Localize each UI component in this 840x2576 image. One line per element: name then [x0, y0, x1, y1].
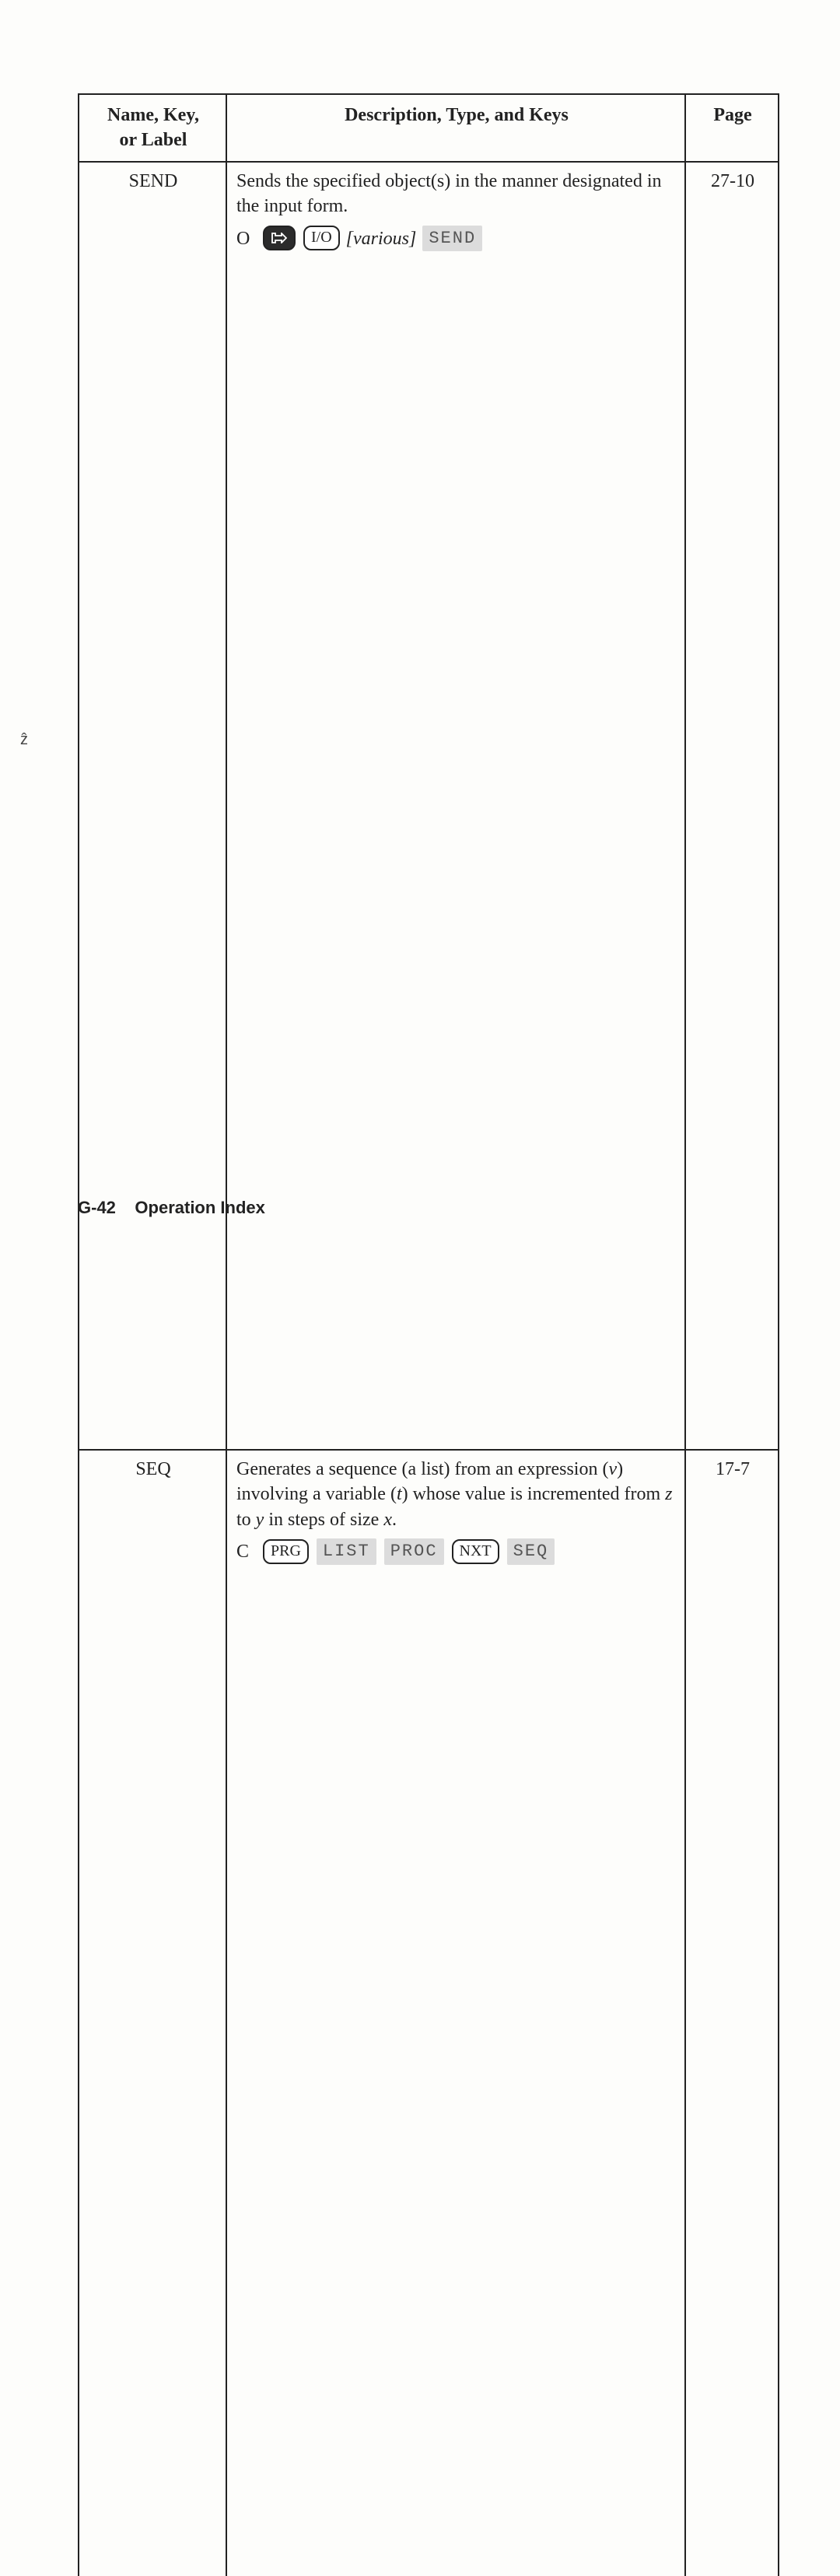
page-reference: 17-7 [685, 1450, 779, 2576]
operation-description: Generates a sequence (a list) from an ex… [226, 1450, 685, 2576]
key-variant: [various] [346, 229, 417, 249]
table-header-row: Name, Key, or Label Description, Type, a… [79, 94, 779, 162]
menu-label: SEND [422, 226, 482, 252]
operation-name: SEQ [79, 1450, 226, 2576]
col-header-name: Name, Key, or Label [79, 94, 226, 162]
hard-key: NXT [452, 1539, 499, 1564]
page-footer: G-42 Operation Index [78, 1198, 265, 1218]
operation-description: Sends the specified object(s) in the man… [226, 162, 685, 1450]
reference-table: Name, Key, or Label Description, Type, a… [78, 93, 779, 2576]
key-sequence: O I/O [various] SEND [236, 226, 677, 255]
hard-key: I/O [303, 226, 340, 250]
key-sequence: CPRG LIST PROC NXT SEQ [236, 1538, 677, 1568]
menu-label: PROC [384, 1538, 444, 1565]
operation-name: SEND [79, 162, 226, 1450]
menu-label: SEQ [507, 1538, 555, 1565]
hard-key: PRG [263, 1539, 309, 1564]
table-row: SENDSends the specified object(s) in the… [79, 162, 779, 1450]
footer-page-number: G-42 [78, 1198, 116, 1217]
col-header-desc: Description, Type, and Keys [226, 94, 685, 162]
description-text: Sends the specified object(s) in the man… [236, 169, 677, 219]
type-letter: O [236, 226, 261, 251]
type-letter: C [236, 1539, 261, 1564]
menu-label: LIST [317, 1538, 376, 1565]
right-shift-icon [263, 226, 296, 250]
footer-section-title: Operation Index [135, 1198, 264, 1217]
description-text: Generates a sequence (a list) from an ex… [236, 1457, 677, 1532]
scan-side-mark: ẑ [20, 731, 28, 749]
table-row: SEQGenerates a sequence (a list) from an… [79, 1450, 779, 2576]
page: ẑ Name, Key, or Label Description, Type,… [0, 0, 840, 1288]
page-reference: 27-10 [685, 162, 779, 1450]
col-header-page: Page [685, 94, 779, 162]
